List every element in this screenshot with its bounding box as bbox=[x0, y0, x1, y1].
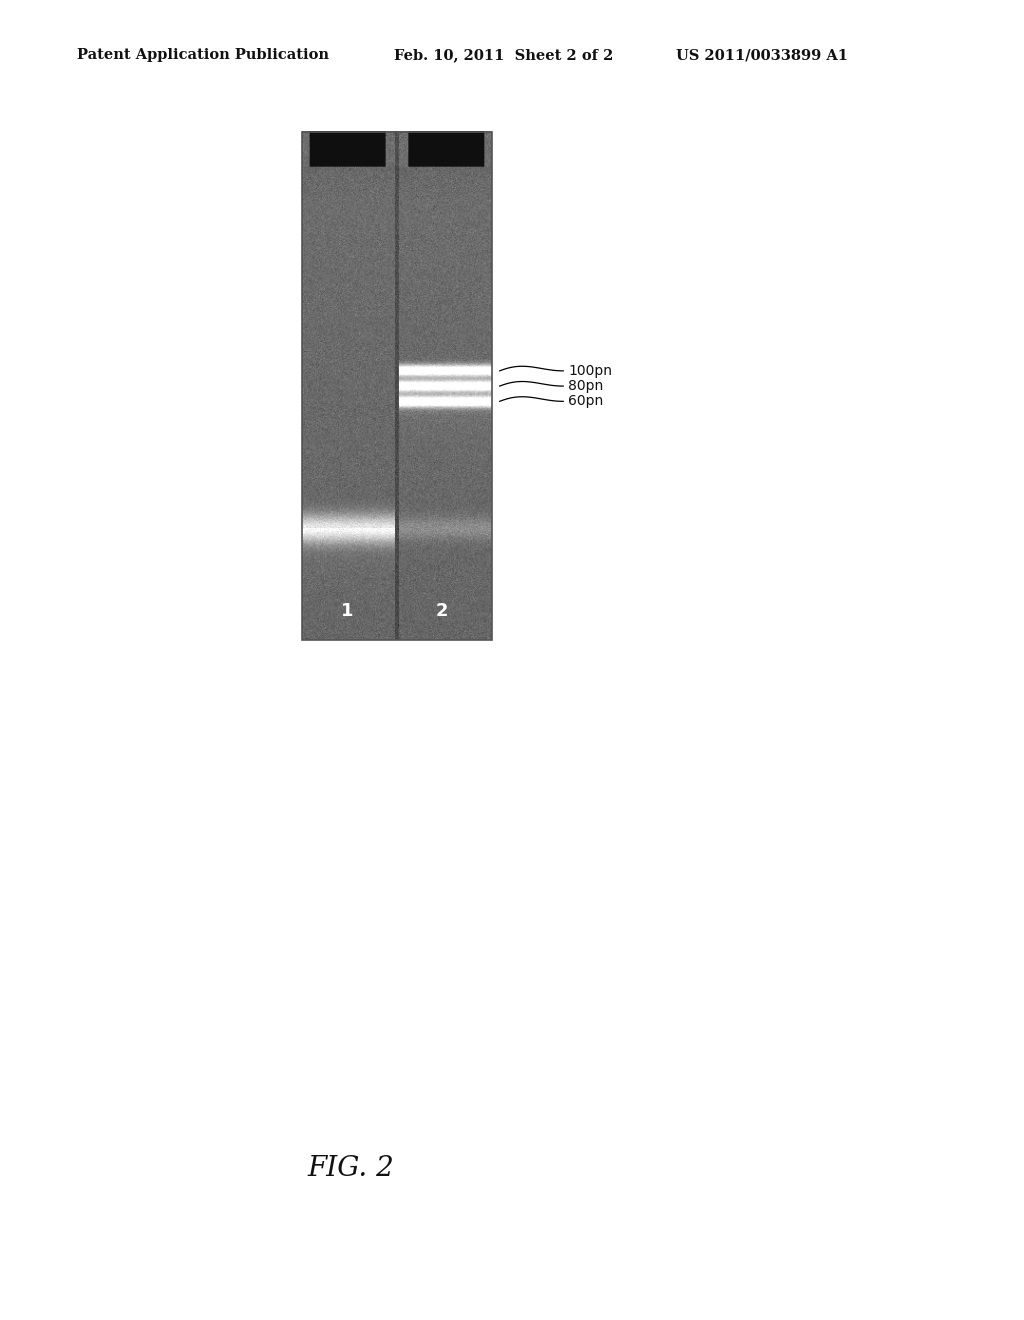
Text: 100pn: 100pn bbox=[568, 364, 612, 378]
Text: FIG. 2: FIG. 2 bbox=[307, 1155, 394, 1181]
Text: 60pn: 60pn bbox=[568, 395, 603, 408]
Bar bbox=[302, 132, 492, 640]
Text: US 2011/0033899 A1: US 2011/0033899 A1 bbox=[676, 49, 848, 62]
Text: 1: 1 bbox=[341, 602, 354, 620]
Text: Patent Application Publication: Patent Application Publication bbox=[77, 49, 329, 62]
Text: Feb. 10, 2011  Sheet 2 of 2: Feb. 10, 2011 Sheet 2 of 2 bbox=[394, 49, 613, 62]
Text: 80pn: 80pn bbox=[568, 379, 603, 393]
Text: 2: 2 bbox=[436, 602, 449, 620]
